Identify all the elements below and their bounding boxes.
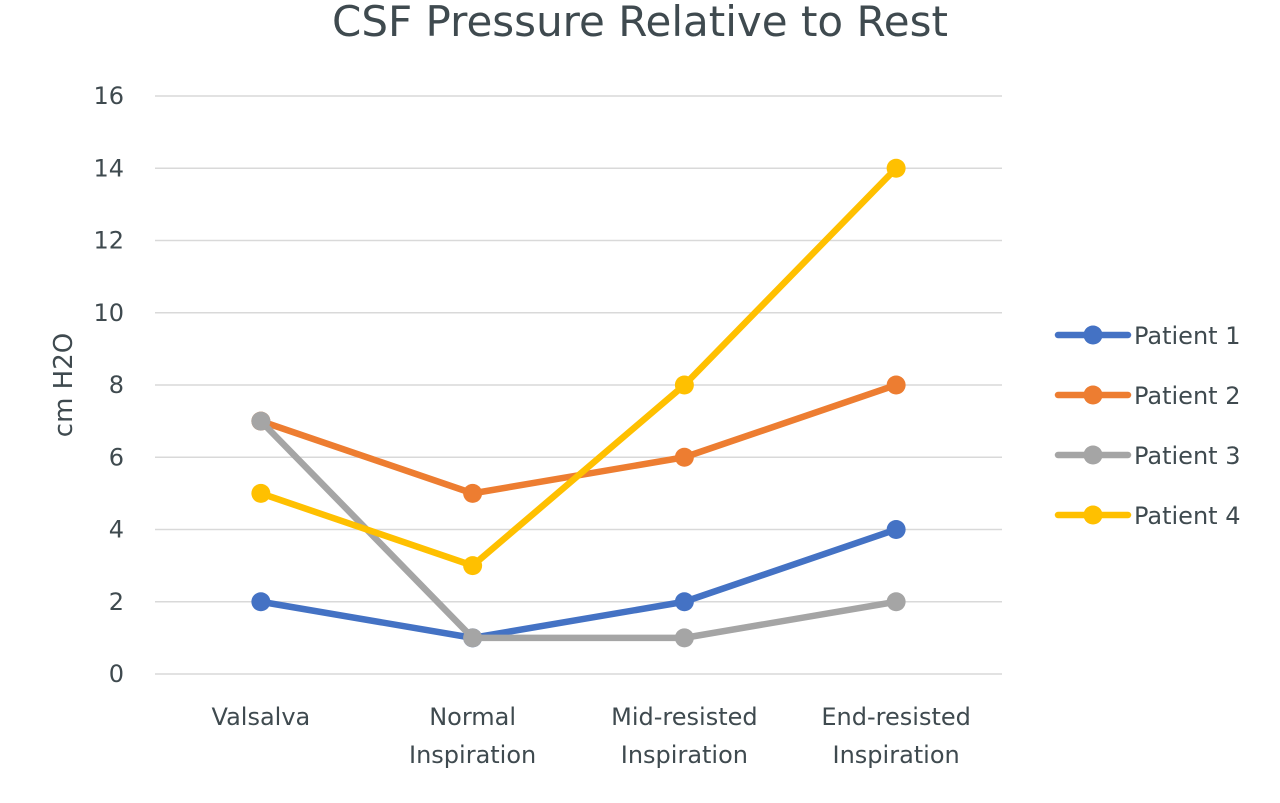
- y-tick-label: 4: [109, 516, 124, 544]
- y-tick-label: 0: [109, 660, 124, 688]
- legend-item: Patient 4: [1054, 502, 1240, 530]
- y-tick-label: 6: [109, 443, 124, 471]
- gridlines: [155, 95, 1002, 675]
- legend-item: Patient 2: [1054, 382, 1240, 410]
- data-point: [886, 520, 906, 539]
- x-category-label: End-resisted: [821, 703, 970, 731]
- data-point: [463, 483, 483, 503]
- y-tick-label: 2: [109, 588, 124, 616]
- legend-item: Patient 3: [1054, 442, 1240, 470]
- legend-swatch-marker: [1083, 325, 1103, 345]
- data-point: [886, 158, 906, 178]
- y-axis-ticks: 0 2 4 6 8 10 12 14 16: [93, 82, 124, 688]
- y-tick-label: 12: [93, 227, 124, 255]
- legend: Patient 1 Patient 2 Patient 3 Patient 4: [1054, 322, 1240, 530]
- x-category-label: Mid-resisted: [611, 703, 757, 731]
- chart-title: CSF Pressure Relative to Rest: [332, 0, 948, 46]
- data-point: [886, 592, 906, 612]
- legend-label: Patient 3: [1134, 442, 1240, 470]
- legend-swatch-marker: [1083, 445, 1103, 465]
- x-axis-categories: Valsalva Normal Inspiration Mid-resisted Ins…: [212, 703, 971, 769]
- series-line: [257, 165, 900, 569]
- legend-label: Patient 1: [1134, 322, 1240, 350]
- y-tick-label: 16: [93, 82, 124, 110]
- legend-label: Patient 4: [1134, 502, 1240, 530]
- series-2: [251, 375, 906, 503]
- y-tick-label: 14: [93, 154, 124, 182]
- legend-label: Patient 2: [1134, 382, 1240, 410]
- y-axis-label: cm H2O: [49, 333, 79, 437]
- series-4: [251, 158, 906, 576]
- data-point: [674, 375, 694, 395]
- data-point: [251, 483, 271, 503]
- data-point: [251, 592, 271, 612]
- data-point: [463, 628, 483, 648]
- data-point: [674, 592, 694, 612]
- x-category-label: Valsalva: [212, 703, 311, 731]
- series-group: [251, 158, 906, 648]
- x-category-label: Inspiration: [621, 741, 748, 769]
- data-point: [674, 628, 694, 648]
- y-tick-label: 8: [109, 371, 124, 399]
- legend-item: Patient 1: [1054, 322, 1240, 350]
- legend-swatch-marker: [1083, 385, 1103, 405]
- y-tick-label: 10: [93, 299, 124, 327]
- x-category-label: Inspiration: [833, 741, 960, 769]
- series-1: [251, 520, 906, 648]
- data-point: [886, 375, 906, 395]
- x-category-label: Inspiration: [409, 741, 536, 769]
- data-point: [463, 556, 483, 576]
- legend-swatch-marker: [1083, 505, 1103, 525]
- x-category-label: Normal: [429, 703, 516, 731]
- data-point: [251, 411, 271, 431]
- series-line: [257, 526, 900, 642]
- data-point: [674, 447, 694, 467]
